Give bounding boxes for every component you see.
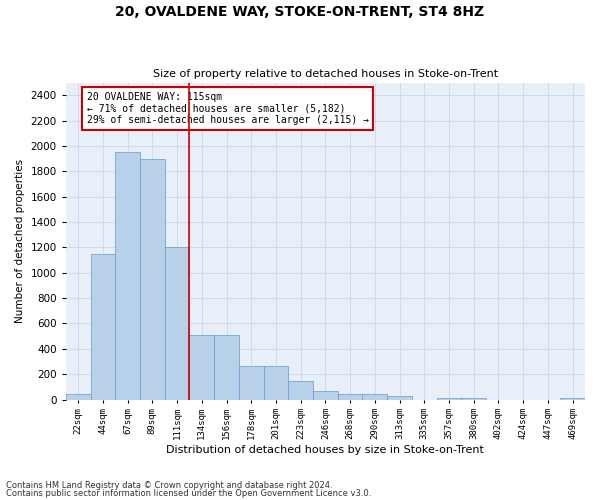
Bar: [165, 248, 190, 400]
Bar: [437, 398, 461, 400]
Text: Contains HM Land Registry data © Crown copyright and database right 2024.: Contains HM Land Registry data © Crown c…: [6, 481, 332, 490]
Bar: [239, 366, 263, 400]
Bar: [190, 335, 214, 400]
Bar: [313, 390, 338, 400]
Y-axis label: Number of detached properties: Number of detached properties: [15, 159, 25, 323]
Title: Size of property relative to detached houses in Stoke-on-Trent: Size of property relative to detached ho…: [153, 69, 498, 79]
Bar: [338, 394, 362, 400]
Bar: [91, 254, 115, 400]
Bar: [560, 398, 585, 400]
Text: 20 OVALDENE WAY: 115sqm
← 71% of detached houses are smaller (5,182)
29% of semi: 20 OVALDENE WAY: 115sqm ← 71% of detache…: [86, 92, 368, 126]
Text: 20, OVALDENE WAY, STOKE-ON-TRENT, ST4 8HZ: 20, OVALDENE WAY, STOKE-ON-TRENT, ST4 8H…: [115, 5, 485, 19]
Bar: [66, 394, 91, 400]
Bar: [387, 396, 412, 400]
Bar: [289, 380, 313, 400]
Bar: [140, 158, 165, 400]
Text: Contains public sector information licensed under the Open Government Licence v3: Contains public sector information licen…: [6, 488, 371, 498]
Bar: [115, 152, 140, 400]
Bar: [461, 398, 486, 400]
Bar: [362, 394, 387, 400]
Bar: [263, 366, 289, 400]
X-axis label: Distribution of detached houses by size in Stoke-on-Trent: Distribution of detached houses by size …: [166, 445, 484, 455]
Bar: [214, 335, 239, 400]
